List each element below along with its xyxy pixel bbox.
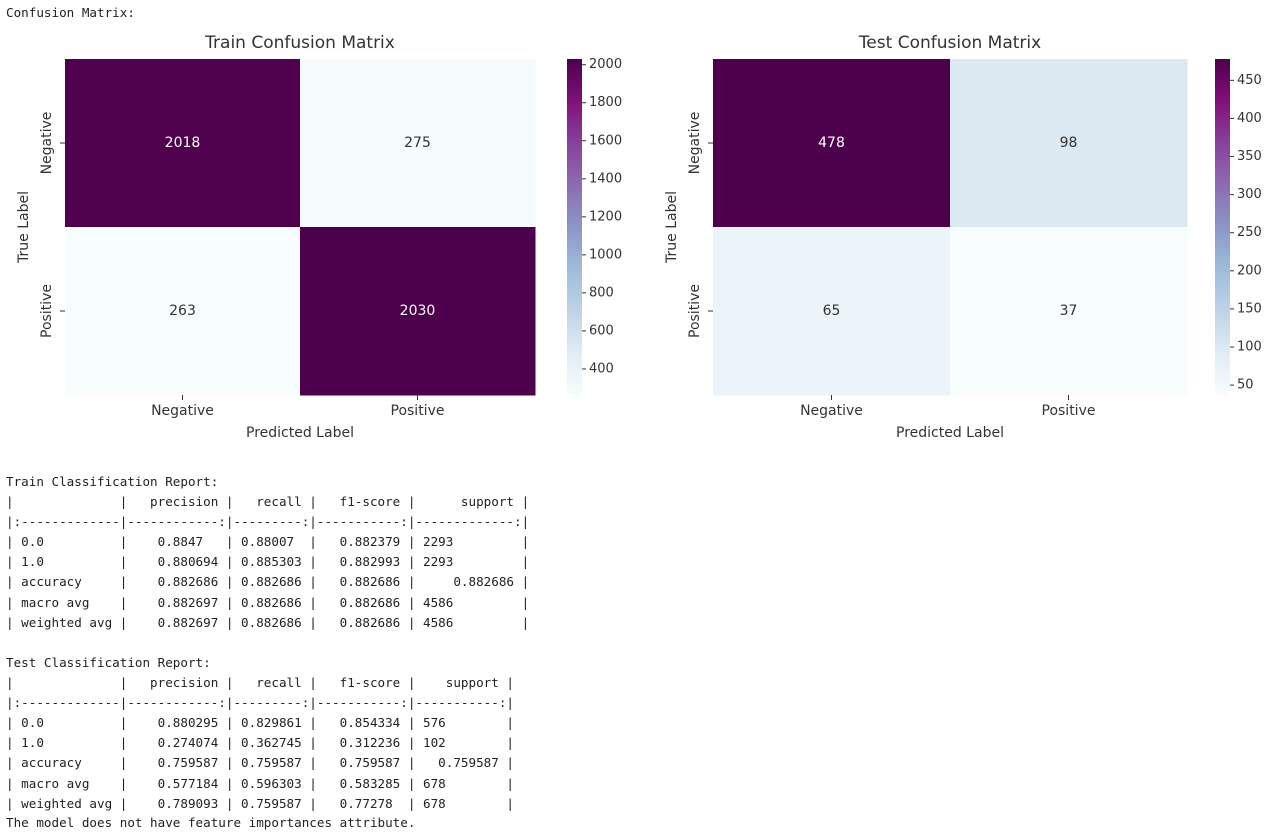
report-line: | 0.0 | 0.880295 | 0.829861 | 0.854334 |…: [6, 715, 514, 731]
x-axis-label: Predicted Label: [246, 425, 354, 441]
report-line: | accuracy | 0.882686 | 0.882686 | 0.882…: [6, 574, 530, 590]
heatmap-cell: [300, 227, 536, 396]
heatmap-cell: [713, 59, 951, 228]
colorbar-tick-label: 1600: [589, 133, 622, 148]
colorbar-tick-label: 250: [1237, 225, 1262, 240]
y-axis-label: True Label: [16, 191, 32, 264]
heatmap-cell: [65, 227, 301, 396]
heatmap-cell: [950, 227, 1188, 396]
colorbar: [567, 59, 582, 395]
colorbar-tick-label: 50: [1237, 378, 1254, 393]
report-line: |:-------------|------------:|---------:…: [6, 695, 514, 711]
colorbar-tick-label: 150: [1237, 301, 1262, 316]
report: Train Classification Report: | | precisio…: [6, 472, 529, 633]
y-axis-label: True Label: [664, 191, 680, 264]
cell-label: 98: [1060, 135, 1078, 151]
report-line: |:-------------|------------:|---------:…: [6, 514, 530, 530]
colorbar-tick-label: 450: [1237, 73, 1262, 88]
colorbar-tick-label: 300: [1237, 187, 1262, 202]
report-line: | accuracy | 0.759587 | 0.759587 | 0.759…: [6, 755, 514, 771]
charts: Train Confusion Matrix 2018 275 263 2030 Nega…: [16, 33, 1262, 441]
footer-text: The model does not have feature importan…: [6, 815, 416, 830]
heatmap-cell: [950, 59, 1188, 228]
colorbar-tick-label: 1000: [589, 247, 622, 262]
cell-label: 478: [818, 135, 845, 151]
x-tick-label: Positive: [391, 403, 445, 419]
colorbar-tick-label: 600: [589, 323, 614, 338]
cell-label: 263: [169, 303, 196, 319]
cell-label: 65: [823, 303, 841, 319]
chart-title: Train Confusion Matrix: [204, 33, 395, 53]
colorbar-tick-label: 2000: [589, 57, 622, 72]
colorbar-tick-label: 350: [1237, 149, 1262, 164]
x-tick-label: Positive: [1042, 403, 1096, 419]
chart-title: Test Confusion Matrix: [858, 33, 1041, 53]
report-line: | macro avg | 0.577184 | 0.596303 | 0.58…: [6, 775, 514, 791]
heatmap-cell: [713, 227, 951, 396]
y-tick-label: Positive: [687, 284, 703, 338]
colorbar-tick-label: 1400: [589, 171, 622, 186]
y-tick-label: Negative: [687, 112, 703, 175]
x-tick-label: Negative: [151, 403, 214, 419]
report-line: | weighted avg | 0.789093 | 0.759587 | 0…: [6, 795, 514, 811]
cell-label: 37: [1060, 303, 1078, 319]
report-line: | | precision | recall | f1-score | supp…: [6, 494, 530, 510]
colorbar-tick-label: 400: [1237, 111, 1262, 126]
header-text: Confusion Matrix:: [6, 5, 135, 20]
heatmap-cell: [300, 59, 536, 228]
colorbar-tick-label: 800: [589, 285, 614, 300]
x-tick-label: Negative: [800, 403, 863, 419]
y-tick-label: Positive: [39, 284, 55, 338]
colorbar-tick-label: 100: [1237, 340, 1262, 355]
report-line: | macro avg | 0.882697 | 0.882686 | 0.88…: [6, 594, 530, 610]
report-title: Train Classification Report:: [6, 474, 219, 489]
colorbar-tick-label: 400: [589, 361, 614, 376]
report-line: | 1.0 | 0.274074 | 0.362745 | 0.312236 |…: [6, 735, 514, 751]
y-tick-label: Negative: [39, 112, 55, 175]
colorbar-tick-label: 1200: [589, 209, 622, 224]
report-line: | 0.0 | 0.8847 | 0.88007 | 0.882379 | 22…: [6, 534, 530, 550]
report-title: Test Classification Report:: [6, 655, 211, 670]
colorbar-tick-label: 1800: [589, 95, 622, 110]
cell-label: 275: [404, 135, 431, 151]
colorbar-tick-label: 200: [1237, 263, 1262, 278]
report-line: | | precision | recall | f1-score | supp…: [6, 675, 514, 691]
cell-label: 2018: [165, 135, 201, 151]
heatmap-cell: [65, 59, 301, 228]
x-axis-label: Predicted Label: [896, 425, 1004, 441]
report-line: | weighted avg | 0.882697 | 0.882686 | 0…: [6, 614, 530, 630]
colorbar: [1215, 59, 1230, 395]
report-line: | 1.0 | 0.880694 | 0.885303 | 0.882993 |…: [6, 554, 530, 570]
report: Test Classification Report: | | precision…: [6, 653, 514, 814]
cell-label: 2030: [400, 303, 436, 319]
